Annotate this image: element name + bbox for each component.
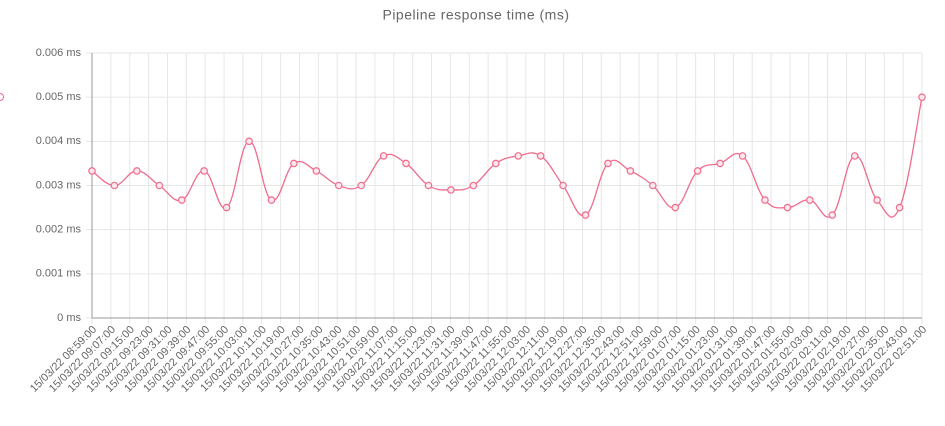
data-point: [469, 181, 478, 190]
data-point: [290, 159, 298, 168]
data-point: [200, 167, 208, 175]
y-tick-label: 0.003 ms: [36, 179, 82, 191]
y-tick-label: 0.005 ms: [36, 91, 82, 103]
data-point: [379, 152, 388, 160]
data-point: [357, 181, 365, 190]
y-tick-label: 0.006 ms: [36, 47, 82, 59]
data-point: [783, 203, 792, 212]
data-point: [245, 137, 253, 146]
data-point: [873, 196, 881, 204]
data-point: [559, 181, 567, 190]
data-point: [536, 152, 545, 160]
y-tick-label: 0 ms: [57, 312, 81, 324]
data-point: [177, 196, 186, 204]
data-point: [424, 181, 433, 190]
chart-title: Pipeline response time (ms): [382, 7, 569, 23]
data-point: [402, 159, 410, 168]
data-point: [806, 196, 814, 204]
data-point: [133, 167, 141, 175]
data-point: [604, 159, 612, 168]
data-point: [222, 203, 231, 212]
y-tick-label: 0.004 ms: [36, 135, 82, 147]
data-point: [155, 181, 164, 190]
data-point: [581, 211, 590, 219]
data-point: [895, 203, 904, 212]
data-point: [828, 211, 837, 219]
data-point: [716, 159, 724, 168]
data-point: [447, 186, 455, 194]
data-point: [267, 196, 276, 204]
data-point: [312, 167, 321, 175]
data-point: [693, 167, 702, 175]
data-point: [88, 167, 96, 175]
data-point: [738, 152, 747, 160]
data-point: [850, 152, 859, 160]
data-point: [334, 181, 343, 190]
data-point: [491, 159, 500, 168]
data-point: [671, 203, 680, 212]
legend-marker: [0, 93, 4, 101]
data-point: [761, 196, 769, 204]
data-point: [110, 181, 119, 190]
data-point: [649, 181, 657, 190]
y-tick-label: 0.002 ms: [36, 224, 82, 236]
data-point: [918, 93, 926, 101]
y-tick-label: 0.001 ms: [36, 268, 82, 280]
data-point: [514, 152, 523, 160]
data-point: [626, 167, 635, 175]
